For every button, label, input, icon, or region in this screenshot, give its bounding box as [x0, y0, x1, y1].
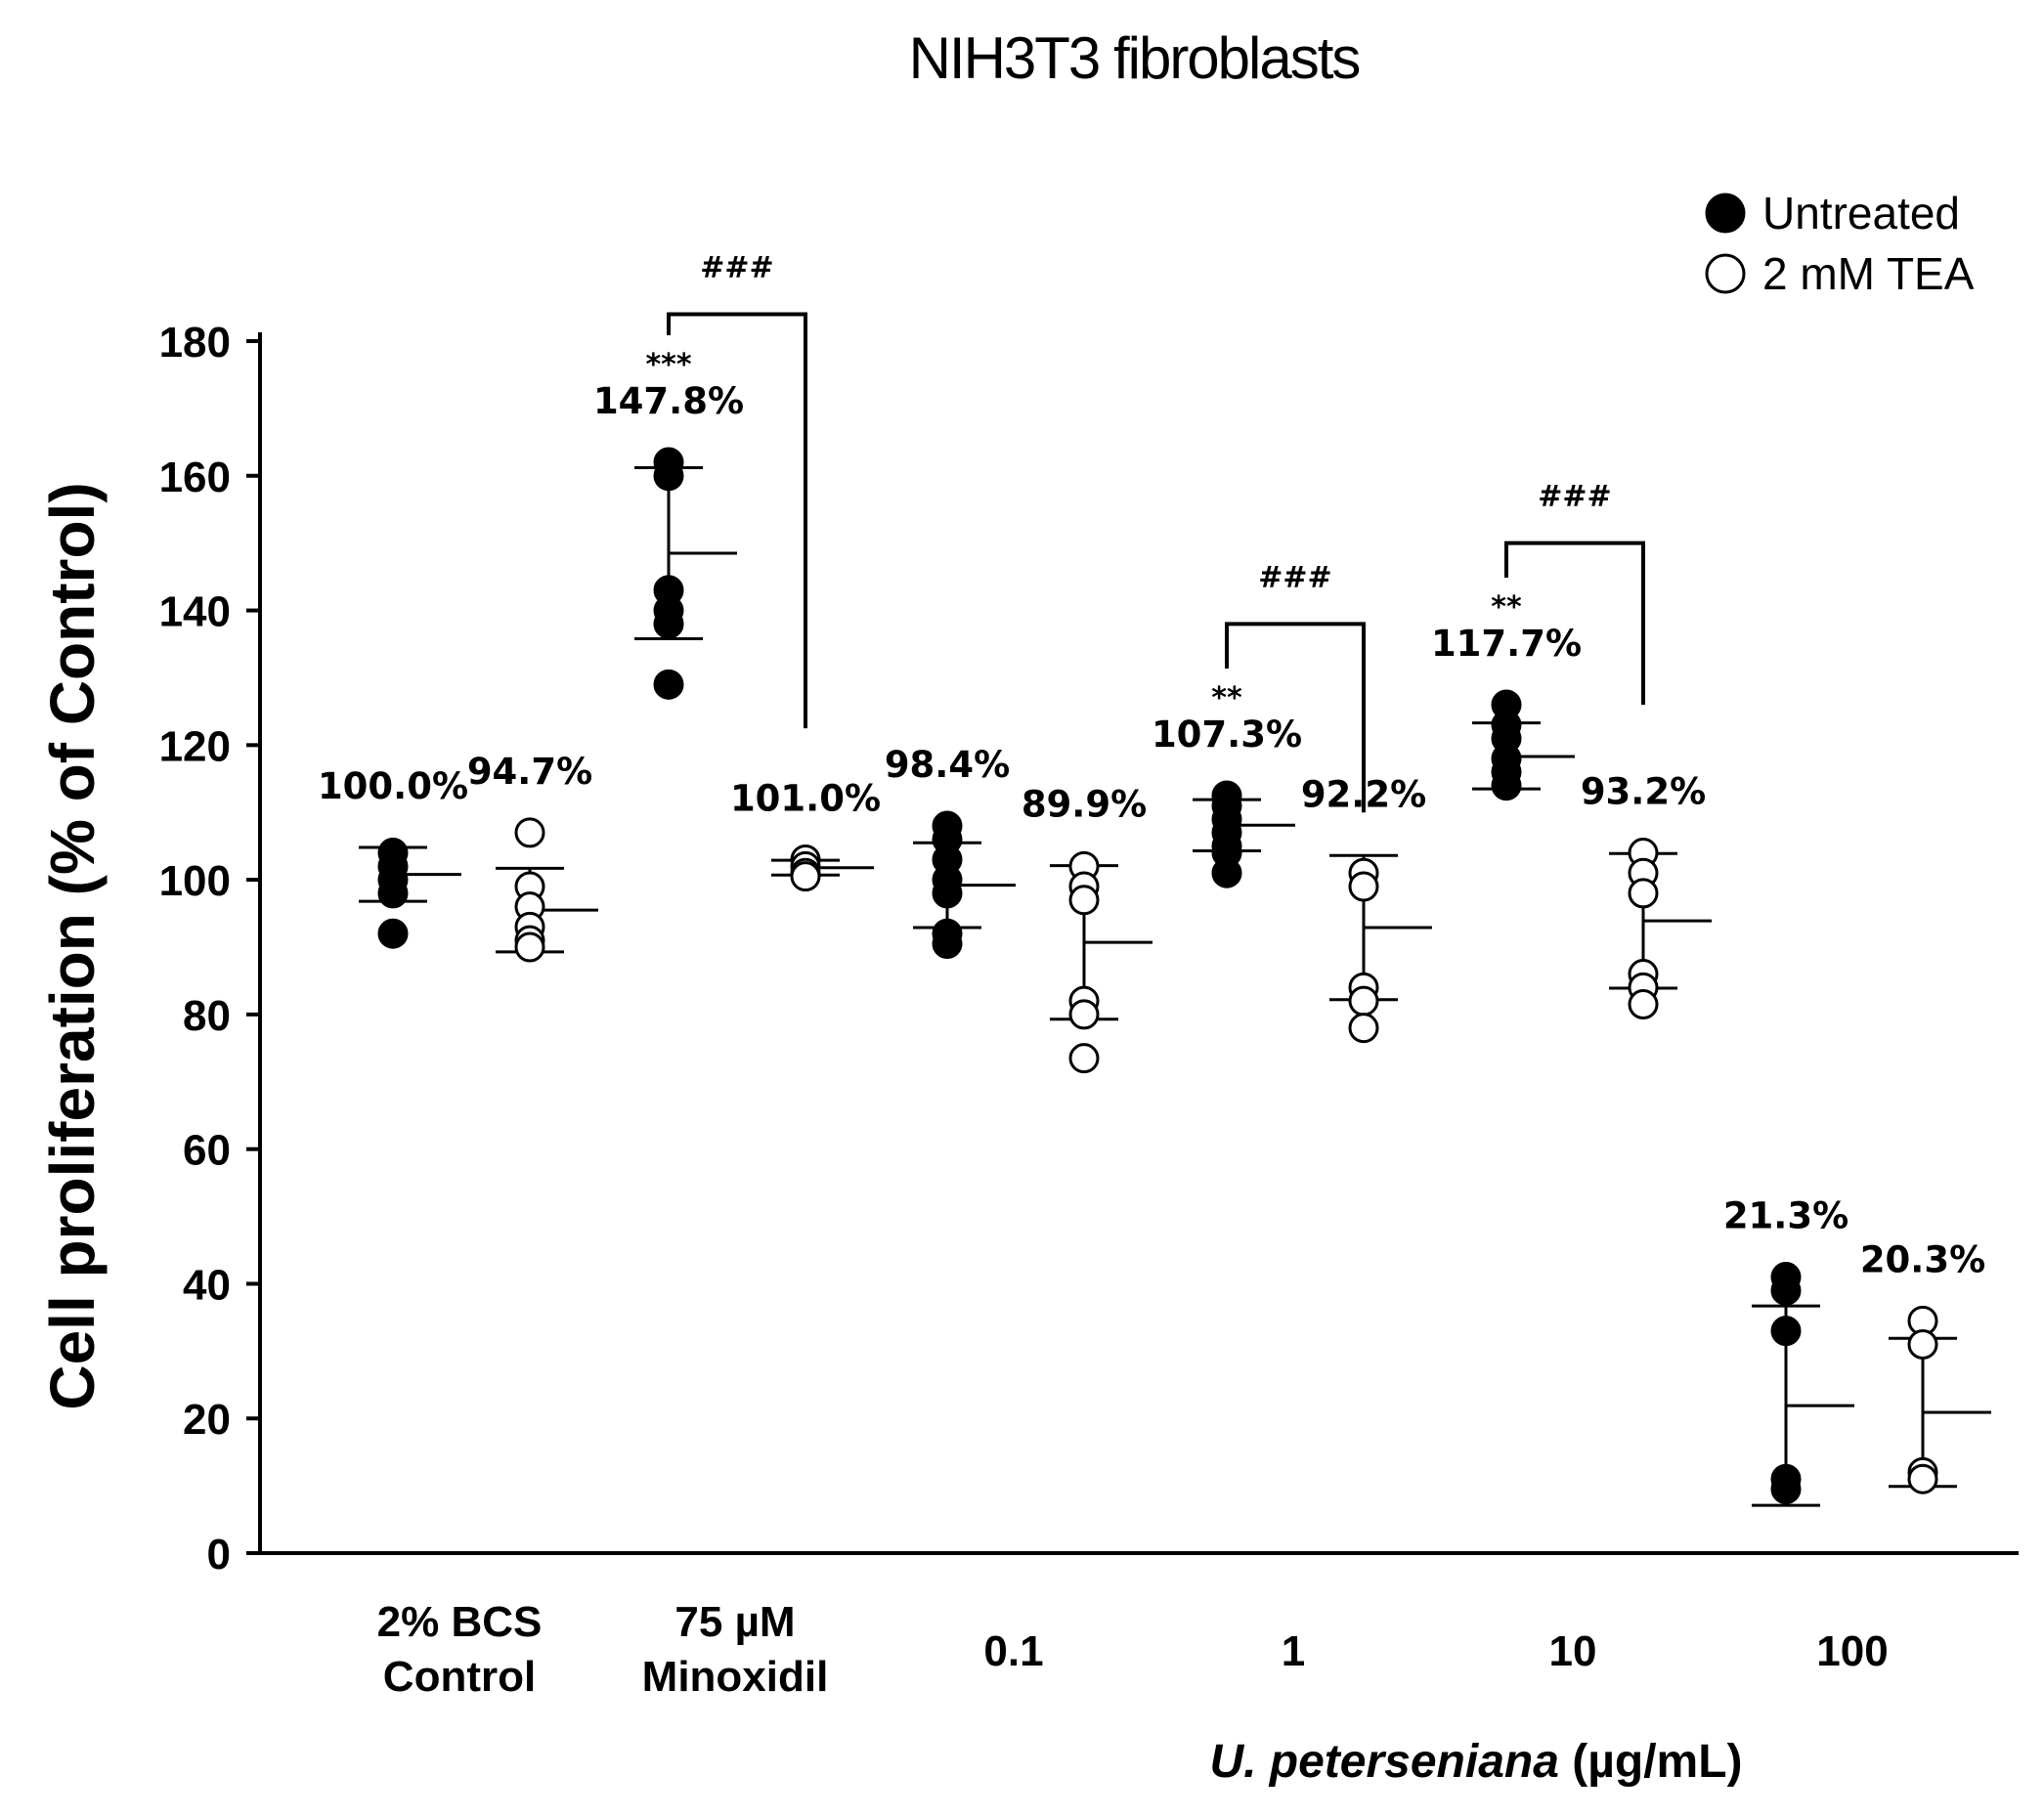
x-category-label: 2% BCS — [377, 1598, 543, 1646]
percent-label: 147.8% — [593, 380, 744, 422]
comparison-bracket — [667, 312, 807, 729]
data-point-untreated — [377, 918, 409, 949]
x-axis-label: U. peterseniana (µg/mL) — [1209, 1736, 1742, 1788]
percent-label: 20.3% — [1860, 1238, 1985, 1280]
significance-marker: ** — [1491, 590, 1522, 625]
comparison-label: ### — [700, 250, 773, 284]
legend-marker-tea — [1705, 253, 1746, 294]
percent-label: 93.2% — [1581, 771, 1706, 813]
data-point-untreated — [377, 878, 409, 909]
y-tick-label: 100 — [159, 857, 231, 905]
y-tick-label: 80 — [183, 992, 231, 1040]
data-point-tea — [1348, 985, 1379, 1017]
legend-label: 2 mM TEA — [1762, 248, 1975, 299]
x-category-label: 0.1 — [983, 1627, 1043, 1675]
percent-label: 94.7% — [467, 751, 592, 793]
axes: 0 20 40 60 80 100 120 140 160 180 Cell proliferati… — [37, 319, 2019, 1701]
data-point-untreated — [653, 608, 684, 639]
x-axis-label-species: U. peterseniana — [1209, 1736, 1558, 1788]
data-point-untreated — [653, 460, 684, 492]
data-point-tea — [1068, 885, 1100, 916]
data-point-untreated — [1491, 770, 1522, 801]
data-point-untreated — [1770, 1316, 1802, 1347]
y-tick-label: 120 — [159, 722, 231, 770]
data-point-tea — [1628, 989, 1659, 1020]
x-category-label: Minoxidil — [642, 1653, 829, 1701]
percent-label: 89.9% — [1022, 784, 1147, 826]
percent-label: 117.7% — [1431, 623, 1582, 665]
significance-marker: *** — [645, 348, 691, 382]
data-point-tea — [1348, 871, 1379, 902]
x-category-label: 100 — [1816, 1627, 1888, 1675]
y-tick-label: 40 — [183, 1261, 231, 1309]
x-category-label: 1 — [1282, 1627, 1305, 1675]
data-point-tea — [1907, 1463, 1938, 1494]
y-axis-label: Cell proliferation (% of Control) — [37, 482, 108, 1409]
data-point-tea — [1068, 1043, 1100, 1074]
comparison-label: ### — [1258, 560, 1331, 594]
data-point-untreated — [1770, 1474, 1802, 1505]
comparison-bracket — [1225, 622, 1366, 813]
data-point-untreated — [1770, 1275, 1802, 1306]
x-category-label: Control — [383, 1653, 536, 1701]
legend-marker-untreated — [1705, 193, 1746, 234]
y-tick-label: 180 — [159, 319, 231, 367]
y-tick-label: 60 — [183, 1127, 231, 1175]
y-tick-label: 0 — [207, 1531, 231, 1579]
significance-marker: ** — [1211, 681, 1242, 715]
comparison-label: ### — [1538, 480, 1611, 514]
percent-label: 107.3% — [1152, 714, 1302, 756]
y-tick-label: 20 — [183, 1396, 231, 1444]
data-point-tea — [1068, 999, 1100, 1030]
y-tick-label: 160 — [159, 454, 231, 501]
comparison-bracket — [1504, 541, 1645, 705]
data-point-untreated — [932, 929, 963, 960]
chart-title: NIH3T3 fibroblasts — [909, 25, 1360, 91]
percent-label: 98.4% — [885, 744, 1010, 786]
legend: Untreated 2 mM TEA — [1705, 188, 1975, 299]
x-axis-label-unit: (µg/mL) — [1559, 1736, 1743, 1788]
percent-label: 21.3% — [1723, 1195, 1848, 1237]
data-marks: 100.0%147.8%***98.4%107.3%**117.7%**21.3… — [318, 250, 1991, 1507]
data-point-untreated — [1211, 857, 1242, 888]
x-category-label: 10 — [1549, 1627, 1597, 1675]
percent-label: 101.0% — [730, 777, 881, 819]
percent-label: 100.0% — [318, 765, 468, 807]
data-point-tea — [514, 931, 545, 963]
data-point-untreated — [932, 878, 963, 909]
data-point-tea — [1628, 878, 1659, 909]
y-tick-label: 140 — [159, 588, 231, 636]
data-point-untreated — [653, 669, 684, 700]
data-point-tea — [790, 861, 821, 892]
legend-label: Untreated — [1762, 188, 1960, 238]
data-point-tea — [514, 817, 545, 848]
x-category-label: 75 µM — [674, 1598, 795, 1646]
data-point-tea — [1348, 1013, 1379, 1044]
data-point-tea — [1907, 1328, 1938, 1360]
